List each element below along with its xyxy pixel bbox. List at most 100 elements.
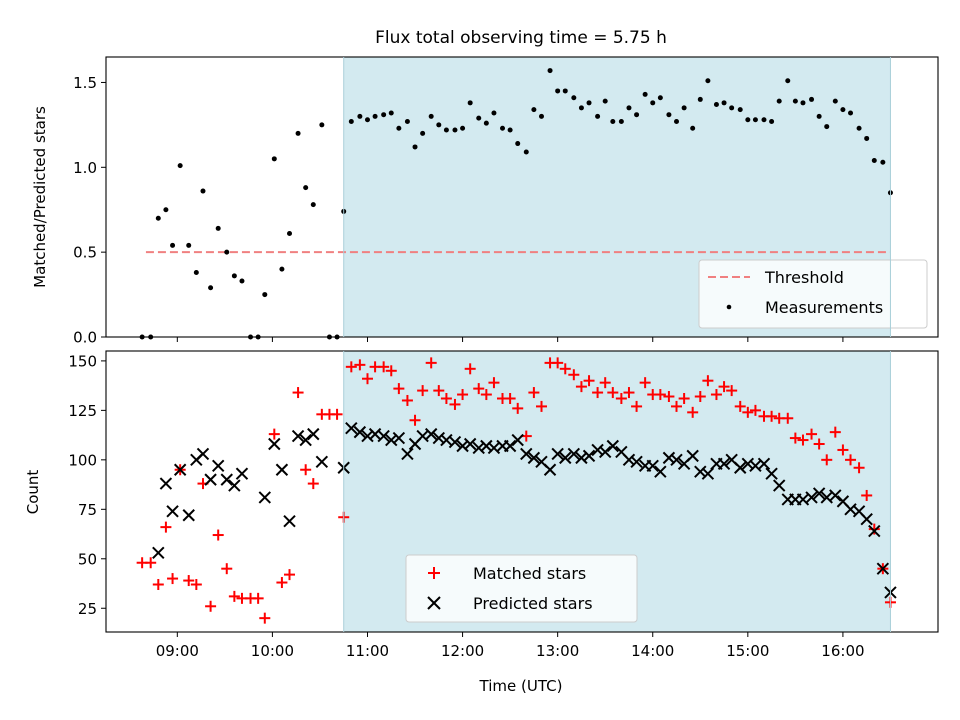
predicted-stars-point — [543, 463, 557, 476]
predicted-stars-point — [765, 467, 778, 480]
matched-stars-point — [145, 557, 157, 569]
measurements-point — [163, 207, 169, 213]
matched-stars-point — [401, 394, 413, 406]
y-tick-label: 100 — [68, 451, 97, 469]
matched-stars-point — [734, 400, 746, 412]
predicted-stars-point — [812, 487, 826, 500]
predicted-stars-point — [377, 429, 390, 443]
predicted-stars-point — [511, 433, 524, 447]
matched-stars-point — [829, 426, 841, 438]
predicted-stars-point — [805, 491, 818, 504]
x-tick-label: 14:00 — [631, 642, 674, 660]
measurements-point — [348, 118, 354, 124]
matched-stars-point — [845, 454, 857, 466]
predicted-stars-point — [868, 524, 881, 538]
measurements-point — [745, 117, 751, 123]
predicted-stars-point — [424, 427, 438, 441]
measurements-point — [785, 78, 791, 84]
measurements-point — [295, 130, 301, 136]
measurements-point — [880, 159, 886, 165]
matched-stars-point — [292, 387, 304, 399]
measurements-point — [372, 113, 378, 119]
predicted-stars-point — [860, 512, 873, 526]
matched-stars-point — [623, 387, 635, 399]
matched-stars-point — [488, 377, 500, 389]
measurements-point — [412, 144, 418, 150]
matched-stars-point — [221, 563, 233, 575]
matched-stars-point — [160, 521, 172, 533]
matched-stars-point — [599, 377, 611, 389]
measurements-point — [515, 141, 521, 147]
measurements-point — [595, 113, 601, 119]
matched-stars-point — [575, 381, 587, 393]
measurements-point — [809, 96, 815, 102]
matched-stars-point — [821, 454, 833, 466]
measurements-point — [531, 107, 537, 113]
measurements-point — [404, 118, 410, 124]
predicted-stars-point — [654, 465, 667, 478]
predicted-stars-point — [291, 429, 305, 443]
predicted-stars-legend-label: Predicted stars — [473, 594, 593, 613]
predicted-stars-point — [432, 431, 446, 445]
measurements-point — [239, 278, 245, 284]
predicted-stars-point — [283, 514, 296, 528]
measurements-point — [186, 242, 192, 248]
predicted-stars-point — [734, 461, 747, 474]
measurements-point — [562, 88, 568, 94]
matched-stars-point — [425, 357, 437, 369]
predicted-stars-point — [361, 429, 374, 443]
measurements-point — [428, 113, 434, 119]
predicted-stars-point — [772, 479, 786, 492]
matched-stars-point — [183, 575, 195, 587]
predicted-stars-point — [307, 427, 320, 441]
measurements-point — [200, 188, 206, 194]
top-panel-frame — [105, 56, 939, 338]
y-tick-label: 0.0 — [73, 329, 97, 347]
predicted-stars-point — [670, 453, 683, 467]
matched-stars-point — [228, 590, 240, 602]
matched-stars-point — [354, 359, 366, 371]
predicted-stars-point — [463, 437, 477, 451]
predicted-stars-point — [606, 439, 620, 453]
matched-stars-point — [654, 389, 666, 401]
predicted-stars-point — [220, 473, 233, 486]
matched-stars-point — [552, 357, 564, 369]
matched-stars-point — [480, 389, 492, 401]
measurements-point — [832, 98, 838, 104]
predicted-stars-point — [622, 453, 636, 467]
measurements-legend-swatch — [726, 304, 732, 310]
measurements-point — [491, 110, 497, 116]
predicted-stars-point — [829, 489, 842, 502]
matched-stars-point — [433, 385, 445, 397]
matched-stars-point — [457, 389, 469, 401]
y-tick-label: 125 — [68, 402, 97, 420]
measurements-point — [642, 91, 648, 97]
measurements-point — [816, 113, 822, 119]
matched-stars-point — [284, 569, 296, 581]
matched-stars-point — [710, 389, 722, 401]
measurements-point — [262, 292, 268, 298]
matched-stars-legend-label: Matched stars — [473, 564, 586, 583]
bottom-panel-frame — [105, 350, 939, 633]
y-tick-label: 1.0 — [73, 159, 97, 177]
matched-stars-point — [504, 392, 516, 404]
matched-stars-point — [449, 398, 461, 410]
bottom-legend-box — [405, 554, 638, 623]
top-panel: 0.0 0.5 1.0 1.5 Flux total observing time =… — [31, 28, 939, 347]
measurements-point — [193, 270, 199, 276]
measurements-point — [864, 135, 870, 141]
matched-stars-point — [663, 391, 675, 403]
predicted-stars-point — [575, 451, 588, 465]
measurements-point — [634, 112, 640, 118]
y-tick-label: 150 — [68, 352, 97, 370]
matched-stars-point — [535, 400, 547, 412]
measurements-point — [871, 158, 877, 164]
measurements-point — [483, 120, 489, 126]
matched-stars-point — [268, 428, 280, 440]
measurements-point — [840, 107, 846, 113]
predicted-stars-point — [235, 467, 249, 480]
measurements-point — [215, 225, 221, 231]
measurements-point — [769, 118, 775, 124]
measurements-point — [824, 124, 830, 130]
predicted-stars-point — [701, 467, 715, 480]
